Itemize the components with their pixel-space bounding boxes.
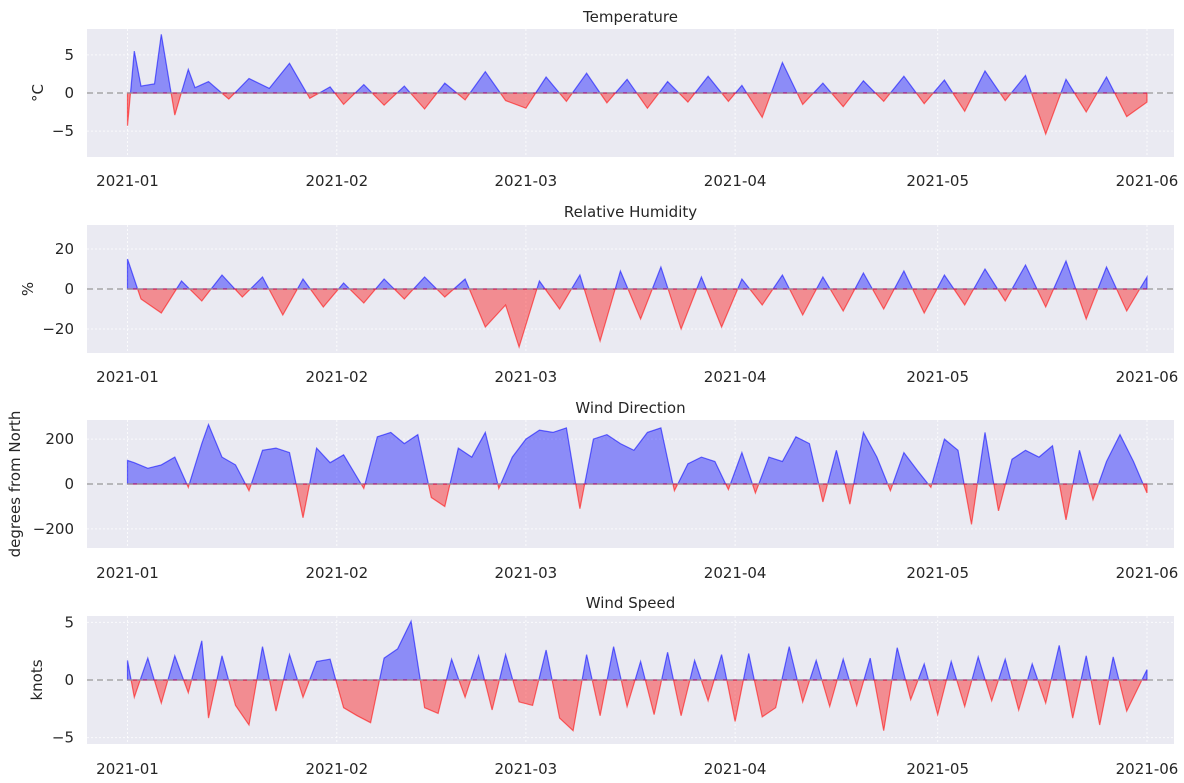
y-tick-label: 20 [55,240,74,258]
x-tick-label: 2021-03 [495,760,558,778]
y-tick-label: 0 [64,84,74,102]
y-axis-label: knots [28,659,46,700]
panel-1: Temperature 5 0 −5 2021-01 2021-02 2021-03 2021… [29,8,1178,190]
y-tick-label: −200 [33,520,74,538]
y-tick-label: 0 [64,280,74,298]
x-tick-label: 2021-06 [1116,760,1179,778]
y-tick-label: −5 [52,729,74,747]
chart-title: Temperature [582,8,678,26]
x-tick-label: 2021-02 [305,368,368,386]
x-tick-label: 2021-05 [906,564,969,582]
panel-3: Wind Direction 200 0 −200 2021-01 2021-02 2021… [6,399,1178,582]
panel-2: Relative Humidity 20 0 −20 2021-01 2021-02 202… [19,203,1178,386]
negative-area [127,679,1147,732]
y-tick-label: 200 [45,430,74,448]
x-tick-label: 2021-04 [704,368,767,386]
x-tick-label: 2021-04 [704,760,767,778]
x-tick-label: 2021-06 [1116,172,1179,190]
x-tick-label: 2021-03 [495,368,558,386]
x-tick-label: 2021-03 [495,172,558,190]
x-tick-label: 2021-01 [96,368,159,386]
chart-title: Wind Speed [586,594,676,612]
x-tick-label: 2021-01 [96,760,159,778]
x-tick-label: 2021-04 [704,172,767,190]
y-tick-label: −20 [42,320,74,338]
x-tick-label: 2021-06 [1116,564,1179,582]
y-tick-label: 0 [64,475,74,493]
y-axis-label: °C [29,84,47,102]
x-tick-label: 2021-05 [906,760,969,778]
chart-title: Wind Direction [575,399,685,417]
y-tick-label: 5 [64,46,74,64]
x-tick-label: 2021-04 [704,564,767,582]
panel-4: Wind Speed 5 0 −5 2021-01 2021-02 2021-03 2021-… [28,594,1178,778]
chart-title: Relative Humidity [564,203,697,221]
y-tick-label: −5 [52,122,74,140]
x-tick-label: 2021-06 [1116,368,1179,386]
x-tick-label: 2021-03 [495,564,558,582]
x-tick-label: 2021-05 [906,368,969,386]
x-tick-label: 2021-02 [305,172,368,190]
y-axis-label: degrees from North [6,411,24,558]
y-tick-label: 0 [64,671,74,689]
x-tick-label: 2021-01 [96,564,159,582]
x-tick-label: 2021-02 [305,564,368,582]
x-tick-label: 2021-05 [906,172,969,190]
x-tick-label: 2021-02 [305,760,368,778]
y-tick-label: 5 [64,613,74,631]
y-axis-label: % [19,282,37,296]
x-tick-label: 2021-01 [96,172,159,190]
